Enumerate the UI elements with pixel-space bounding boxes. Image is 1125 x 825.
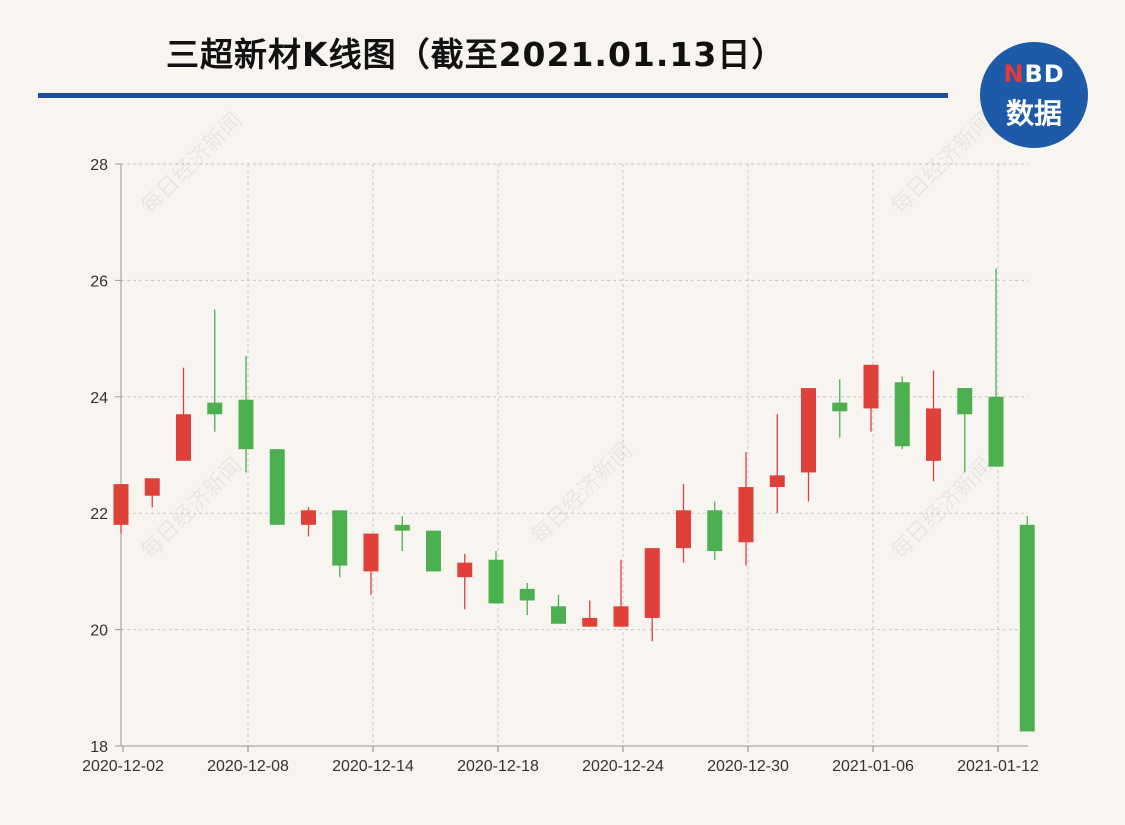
y-tick-label: 24 — [90, 390, 108, 407]
candle-body-down — [207, 402, 223, 415]
candle-body-down — [957, 388, 973, 415]
candle-body-down — [238, 399, 254, 450]
logo-top-text: NBD — [980, 60, 1088, 88]
logo-bd: BD — [1024, 60, 1065, 88]
candle-body-down — [394, 524, 410, 531]
x-tick-label: 2021-01-12 — [957, 758, 1039, 775]
x-tick-label: 2020-12-02 — [82, 758, 164, 775]
watermark-text: 每日经济新闻 — [527, 438, 638, 549]
candle-body-down — [707, 510, 723, 552]
title-underline — [38, 93, 948, 98]
candle-body-up — [769, 475, 785, 488]
candle-body-up — [644, 548, 660, 618]
logo-n: N — [1003, 60, 1025, 88]
x-tick-label: 2021-01-06 — [832, 758, 914, 775]
y-tick-label: 26 — [90, 273, 108, 290]
candle-body-up — [801, 388, 816, 473]
candle-body-up — [301, 510, 316, 525]
watermark-text: 每日经济新闻 — [887, 453, 998, 564]
candle-body-down — [488, 559, 504, 604]
x-tick-label: 2020-12-18 — [457, 758, 539, 775]
candle-body-up — [582, 617, 598, 627]
x-tick-label: 2020-12-24 — [582, 758, 664, 775]
candle-body-down — [519, 588, 535, 601]
y-tick-label: 20 — [90, 623, 108, 640]
candle-body-up — [457, 562, 473, 578]
x-tick-label: 2020-12-14 — [332, 758, 414, 775]
candle-body-up — [113, 484, 129, 525]
candle-body-up — [863, 364, 879, 409]
candle-body-down — [269, 449, 285, 525]
candle-body-down — [1019, 524, 1035, 732]
candle-body-up — [144, 478, 160, 496]
candle-body-down — [988, 396, 1004, 467]
nbd-logo: NBD 数据 — [980, 42, 1088, 148]
watermark-text: 每日经济新闻 — [137, 453, 248, 564]
candle-body-up — [613, 606, 629, 627]
candle-body-up — [176, 414, 191, 461]
candle-body-up — [676, 510, 691, 549]
x-tick-label: 2020-12-30 — [707, 758, 789, 775]
y-tick-label: 18 — [90, 739, 108, 756]
candle-body-down — [832, 402, 848, 412]
y-tick-label: 28 — [90, 157, 108, 174]
candle-body-up — [363, 533, 379, 572]
candle-body-down — [332, 510, 348, 566]
candle-body-up — [926, 408, 941, 461]
x-tick-label: 2020-12-08 — [207, 758, 289, 775]
y-tick-label: 22 — [90, 506, 108, 523]
candle-body-down — [894, 382, 910, 447]
candle-body-up — [738, 487, 754, 543]
candle-body-down — [551, 606, 566, 624]
candle-body-down — [426, 530, 441, 572]
logo-bottom-text: 数据 — [1005, 97, 1062, 130]
chart-title: 三超新材K线图（截至2021.01.13日） — [166, 35, 786, 74]
